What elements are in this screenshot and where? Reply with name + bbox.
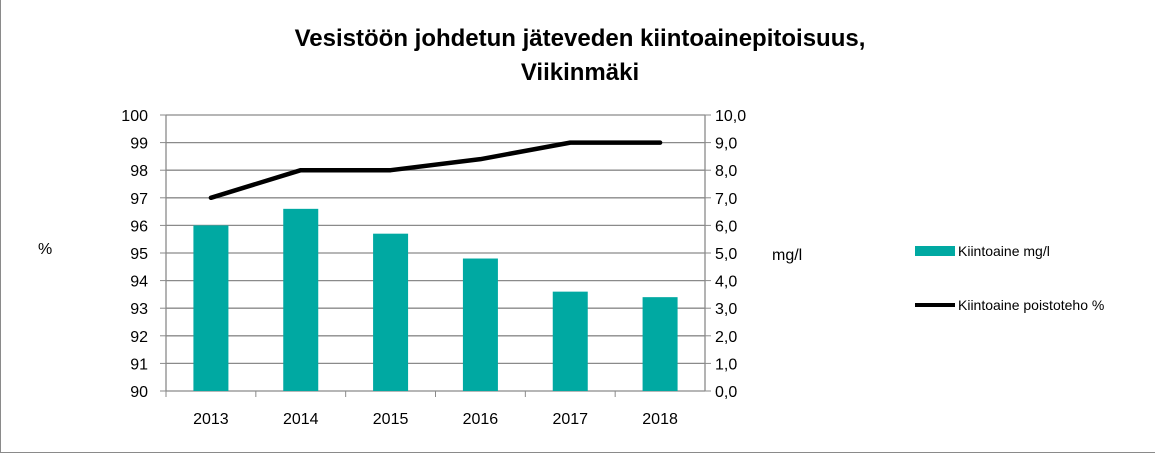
y-left-tick-label: 91: [130, 356, 148, 373]
x-tick-label: 2018: [642, 411, 678, 428]
bar-2014: [283, 208, 319, 391]
y-left-tick-label: 96: [130, 218, 148, 235]
y-right-tick-label: 0,0: [715, 384, 737, 401]
y-right-tick-label: 6,0: [715, 218, 737, 235]
y-right-tick-label: 8,0: [715, 163, 737, 180]
y-axis-right-label: mg/l: [772, 247, 802, 264]
chart-title-line-1: Vesistöön johdetun jäteveden kiintoainep…: [295, 25, 866, 52]
y-left-tick-label: 97: [130, 191, 148, 208]
chart-title-line-2: Viikinmäki: [521, 59, 639, 86]
y-left-tick-label: 98: [130, 163, 148, 180]
y-right-tick-label: 7,0: [715, 191, 737, 208]
y-right-tick-label: 5,0: [715, 246, 737, 263]
y-right-tick-label: 10,0: [715, 108, 746, 125]
y-left-tick-label: 99: [130, 136, 148, 153]
x-tick-label: 2017: [552, 411, 588, 428]
line-series: [208, 140, 663, 201]
y-left-tick-label: 90: [130, 384, 148, 401]
bar-2018: [642, 297, 678, 391]
y-left-tick-label: 92: [130, 329, 148, 346]
y-left-tick-label: 94: [130, 274, 148, 291]
legend-label-bars: Kiintoaine mg/l: [958, 243, 1050, 259]
x-tick-label: 2015: [373, 411, 409, 428]
y-left-tick-label: 100: [121, 108, 148, 125]
legend-label-line: Kiintoaine poistoteho %: [958, 297, 1104, 313]
y-left-tick-label: 95: [130, 246, 148, 263]
x-tick-label: 2014: [283, 411, 319, 428]
bar-2016: [462, 258, 498, 391]
bar-2015: [373, 233, 409, 391]
y-right-tick-label: 2,0: [715, 329, 737, 346]
bar-2013: [193, 225, 229, 391]
y-right-tick-label: 9,0: [715, 136, 737, 153]
x-tick-label: 2013: [193, 411, 229, 428]
legend-swatch-bars: [915, 246, 955, 256]
x-tick-label: 2016: [463, 411, 499, 428]
y-axis-left-label: %: [38, 241, 52, 258]
bar-2017: [552, 291, 588, 391]
y-right-tick-label: 1,0: [715, 356, 737, 373]
y-right-tick-label: 3,0: [715, 301, 737, 318]
y-right-tick-label: 4,0: [715, 274, 737, 291]
y-left-tick-label: 93: [130, 301, 148, 318]
